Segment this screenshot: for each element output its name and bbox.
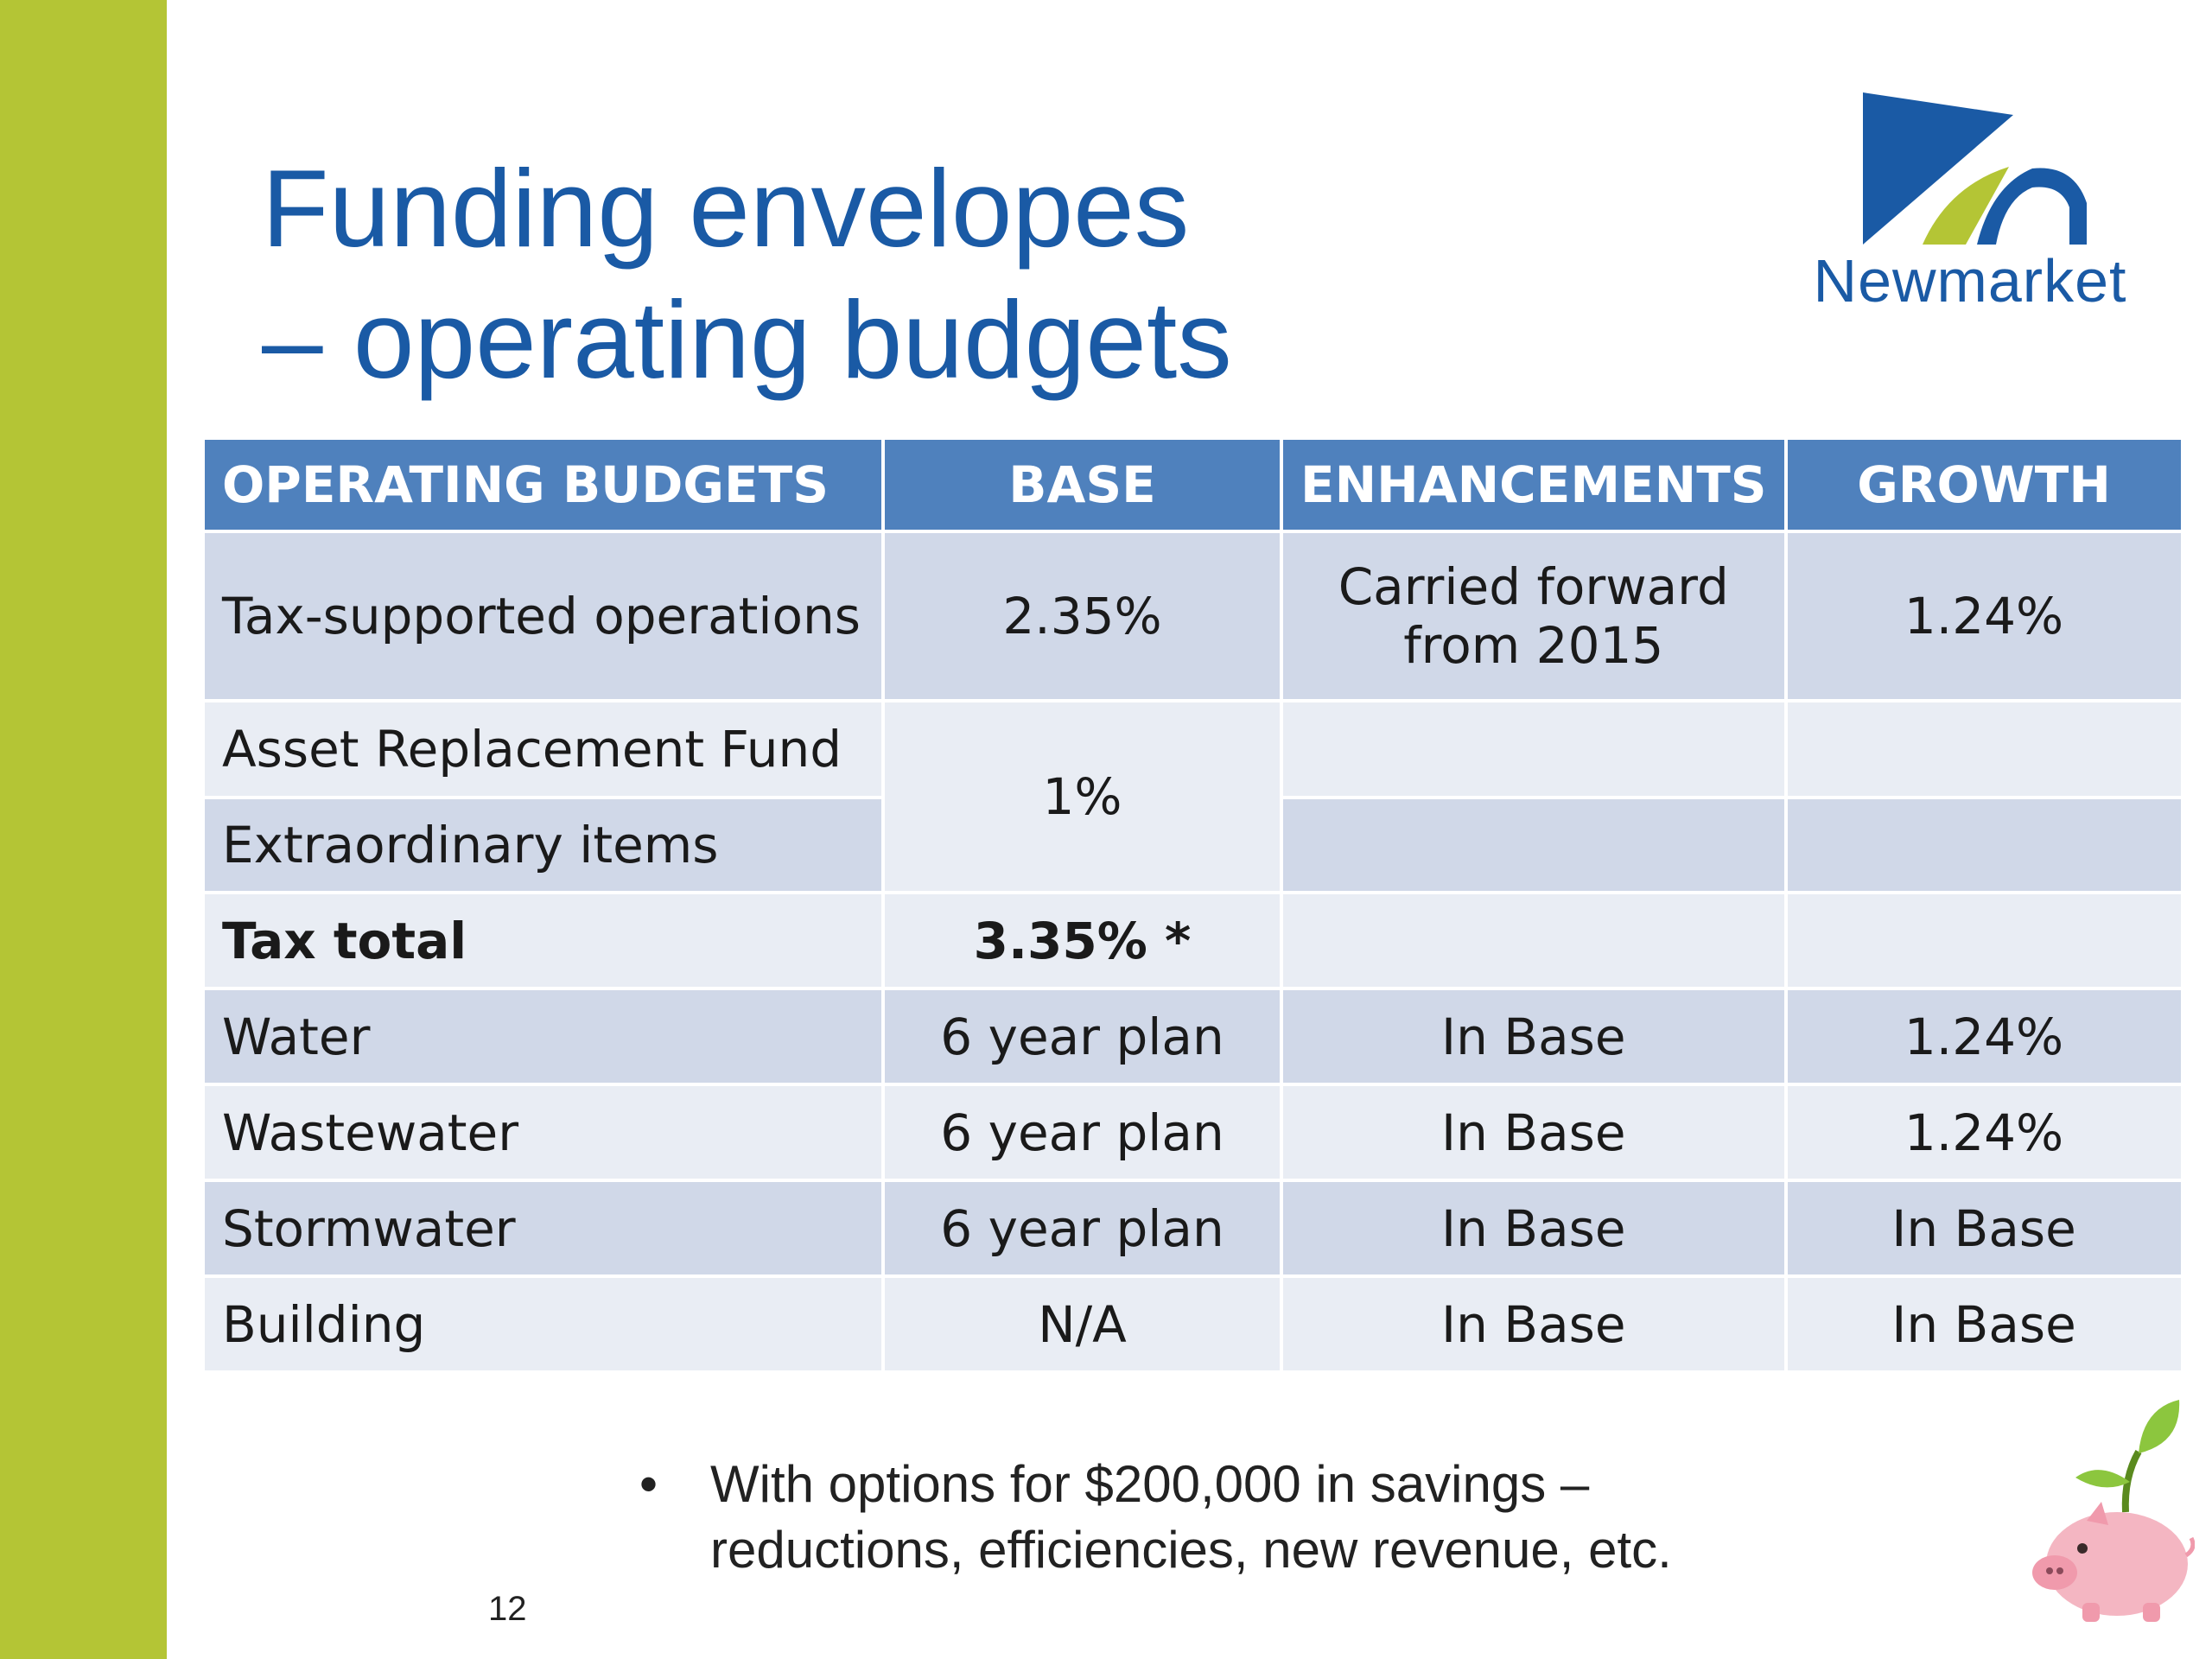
bullet-dot-icon: • (639, 1455, 658, 1513)
growth-cell (1783, 796, 2184, 894)
base-cell: 3.35% * (881, 891, 1283, 990)
row-label: Tax total (201, 891, 885, 990)
enhancements-cell: In Base (1280, 1179, 1788, 1278)
enhancements-cell (1280, 796, 1788, 894)
base-cell-merged: 1% (881, 699, 1283, 894)
piggy-bank-sprout-icon (2032, 1400, 2195, 1622)
header-growth: GROWTH (1783, 436, 2184, 533)
row-label: Tax-supported operations (201, 530, 885, 702)
enhancements-cell (1280, 891, 1788, 990)
enhancements-cell: In Base (1280, 987, 1788, 1086)
table-row: Wastewater 6 year plan In Base 1.24% (201, 1083, 2184, 1182)
enhancements-cell: In Base (1280, 1083, 1788, 1182)
table-header-row: OPERATING BUDGETS BASE ENHANCEMENTS GROW… (201, 436, 2184, 533)
header-operating-budgets: OPERATING BUDGETS (201, 436, 885, 533)
logo-mark-icon (1863, 92, 2087, 245)
base-cell: 6 year plan (881, 1179, 1283, 1278)
growth-cell: 1.24% (1783, 987, 2184, 1086)
growth-cell: 1.24% (1783, 530, 2184, 702)
enhancements-cell: In Base (1280, 1274, 1788, 1374)
table-row: Tax-supported operations 2.35% Carried f… (201, 530, 2184, 702)
row-label: Asset Replacement Fund (201, 699, 885, 799)
table-row: Extraordinary items (201, 796, 2184, 894)
base-cell-na: N/A (881, 1274, 1283, 1374)
enhancements-cell (1280, 699, 1788, 799)
growth-cell: In Base (1783, 1179, 2184, 1278)
row-label: Building (201, 1274, 885, 1374)
header-enhancements: ENHANCEMENTS (1280, 436, 1788, 533)
slide-title: Funding envelopes – operating budgets (262, 143, 1232, 405)
operating-budgets-table: OPERATING BUDGETS BASE ENHANCEMENTS GROW… (201, 436, 2184, 1374)
header-base: BASE (881, 436, 1283, 533)
base-cell: 6 year plan (881, 1083, 1283, 1182)
logo-text: Newmarket (1813, 247, 2127, 315)
base-cell: 6 year plan (881, 987, 1283, 1086)
slide-title-line-1: Funding envelopes (262, 147, 1190, 270)
row-label: Water (201, 987, 885, 1086)
bullet-text: With options for $200,000 in savings – r… (710, 1455, 1672, 1579)
table-row: Asset Replacement Fund 1% (201, 699, 2184, 894)
growth-cell (1783, 891, 2184, 990)
table-row: Tax total 3.35% * (201, 891, 2184, 990)
growth-cell: In Base (1783, 1274, 2184, 1374)
row-label: Extraordinary items (201, 796, 885, 894)
table-row: Building N/A In Base In Base (201, 1274, 2184, 1374)
table-row: Water 6 year plan In Base 1.24% (201, 987, 2184, 1086)
enhancements-cell: Carried forward from 2015 (1280, 530, 1788, 702)
side-accent-bar (0, 0, 167, 1659)
growth-cell: 1.24% (1783, 1083, 2184, 1182)
page-number: 12 (488, 1590, 527, 1628)
row-label: Stormwater (201, 1179, 885, 1278)
table-row: Stormwater 6 year plan In Base In Base (201, 1179, 2184, 1278)
base-cell: 2.35% (881, 530, 1283, 702)
row-label: Wastewater (201, 1083, 885, 1182)
slide-title-line-2: – operating budgets (262, 278, 1232, 401)
newmarket-logo: Newmarket (1789, 91, 2152, 324)
growth-cell (1783, 699, 2184, 799)
